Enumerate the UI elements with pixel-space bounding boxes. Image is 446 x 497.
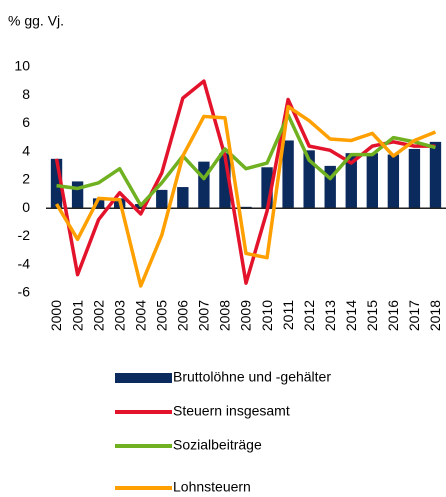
legend-label: Lohnsteuern [173, 479, 251, 495]
x-tick-label: 2003 [111, 300, 127, 331]
y-tick-label: -2 [18, 227, 31, 243]
chart-subtitle: % gg. Vj. [8, 13, 64, 29]
y-tick-label: -4 [18, 255, 31, 271]
y-tick-label: 6 [22, 114, 30, 130]
x-tick-label: 2005 [153, 300, 169, 331]
y-tick-label: 0 [22, 199, 30, 215]
legend-label: Steuern insgesamt [173, 403, 290, 419]
bar [408, 148, 421, 209]
bar [198, 161, 210, 209]
y-tick-label: 2 [22, 171, 30, 187]
bar [429, 141, 442, 209]
bar [324, 165, 336, 209]
bar [219, 153, 231, 209]
bar [387, 154, 400, 209]
x-tick-label: 2006 [175, 300, 191, 331]
bar [282, 140, 294, 209]
x-tick-label: 2002 [90, 300, 106, 331]
series-line [54, 79, 436, 285]
x-tick-label: 2011 [280, 300, 296, 330]
x-tick-label: 2018 [427, 300, 443, 331]
bar [177, 187, 189, 209]
x-tick-label: 2009 [238, 300, 254, 331]
y-tick-label: 10 [14, 58, 30, 74]
x-tick-label: 2008 [217, 300, 233, 331]
series-line [56, 113, 436, 208]
x-tick-label: 2014 [343, 300, 359, 331]
bar [303, 150, 315, 209]
x-tick-label: 2016 [385, 300, 401, 331]
bar [261, 167, 273, 209]
x-tick-label: 2013 [322, 300, 338, 331]
series-line [55, 104, 437, 288]
legend-label: Sozialbeiträge [173, 437, 262, 453]
x-tick-label: 2000 [48, 300, 64, 331]
y-tick-label: 4 [22, 142, 30, 158]
x-tick-label: 2007 [196, 300, 212, 331]
x-tick-label: 2012 [301, 300, 317, 331]
x-tick-label: 2004 [132, 300, 148, 331]
bar [71, 181, 84, 209]
x-tick-label: 2015 [364, 300, 380, 331]
legend-label: Bruttolöhne und -gehälter [173, 369, 331, 385]
bar [366, 153, 378, 209]
legend-swatch [115, 373, 172, 383]
bar [345, 153, 357, 209]
x-tick-label: 2017 [406, 300, 422, 331]
y-tick-label: 8 [22, 86, 30, 102]
bar [92, 198, 105, 209]
bar [50, 158, 63, 209]
x-tick-label: 2010 [259, 300, 275, 331]
bar [156, 189, 168, 209]
y-tick-label: -6 [18, 284, 31, 300]
x-tick-label: 2001 [69, 300, 85, 331]
